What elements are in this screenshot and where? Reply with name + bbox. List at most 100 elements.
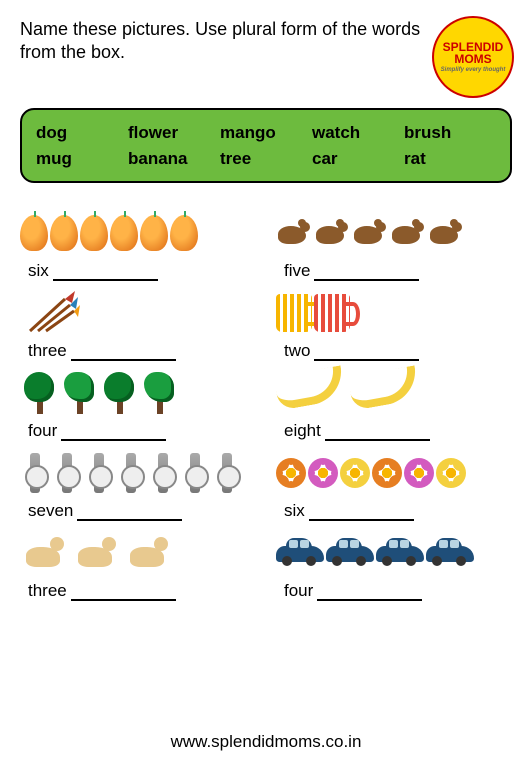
answer-line[interactable]: three xyxy=(20,581,256,601)
footer-url: www.splendidmoms.co.in xyxy=(0,732,532,752)
count-label: five xyxy=(284,261,310,280)
exercise-item: four xyxy=(276,529,512,601)
flower-icon xyxy=(308,458,338,488)
worksheet-grid: six five three two four eight seven six three fou… xyxy=(20,209,512,601)
mango-icon xyxy=(50,215,78,251)
brush-icon xyxy=(20,291,80,335)
picture-row xyxy=(276,529,512,577)
flower-icon xyxy=(372,458,402,488)
word: mug xyxy=(36,146,128,172)
count-label: six xyxy=(28,261,49,280)
watch-icon xyxy=(180,453,210,493)
mango-icon xyxy=(80,215,108,251)
count-label: three xyxy=(28,341,67,360)
count-label: seven xyxy=(28,501,73,520)
watch-icon xyxy=(148,453,178,493)
instructions-text: Name these pictures. Use plural form of … xyxy=(20,18,434,65)
word: watch xyxy=(312,120,404,146)
watch-icon xyxy=(116,453,146,493)
tree-icon xyxy=(60,372,98,414)
tree-icon xyxy=(20,372,58,414)
word-bank-box: dog flower mango watch brush mug banana … xyxy=(20,108,512,183)
picture-row xyxy=(276,209,512,257)
word-row-2: mug banana tree car rat xyxy=(36,146,496,172)
answer-blank[interactable] xyxy=(53,279,158,281)
mango-icon xyxy=(170,215,198,251)
exercise-item: four xyxy=(20,369,256,441)
exercise-item: six xyxy=(276,449,512,521)
rat-icon xyxy=(276,220,312,246)
rat-icon xyxy=(352,220,388,246)
word: tree xyxy=(220,146,312,172)
flower-icon xyxy=(276,458,306,488)
answer-line[interactable]: two xyxy=(276,341,512,361)
picture-row xyxy=(20,529,256,577)
answer-line[interactable]: four xyxy=(20,421,256,441)
picture-row xyxy=(276,369,512,417)
watch-icon xyxy=(52,453,82,493)
exercise-item: eight xyxy=(276,369,512,441)
word: banana xyxy=(128,146,220,172)
mango-icon xyxy=(110,215,138,251)
answer-blank[interactable] xyxy=(314,359,419,361)
answer-line[interactable]: five xyxy=(276,261,512,281)
logo-line2: MOMS xyxy=(454,53,491,65)
picture-row xyxy=(276,289,512,337)
logo-tagline: Simplify every thought xyxy=(441,67,506,73)
mug-icon xyxy=(314,294,350,332)
exercise-item: three xyxy=(20,289,256,361)
banana-icon xyxy=(350,375,422,411)
flower-icon xyxy=(436,458,466,488)
answer-line[interactable]: four xyxy=(276,581,512,601)
mug-icon xyxy=(276,294,312,332)
count-label: two xyxy=(284,341,310,360)
answer-line[interactable]: seven xyxy=(20,501,256,521)
word: flower xyxy=(128,120,220,146)
answer-blank[interactable] xyxy=(325,439,430,441)
answer-blank[interactable] xyxy=(71,599,176,601)
answer-line[interactable]: six xyxy=(20,261,256,281)
watch-icon xyxy=(212,453,242,493)
word-row-1: dog flower mango watch brush xyxy=(36,120,496,146)
picture-row xyxy=(20,209,256,257)
answer-blank[interactable] xyxy=(317,599,422,601)
tree-icon xyxy=(100,372,138,414)
count-label: four xyxy=(284,581,313,600)
answer-line[interactable]: three xyxy=(20,341,256,361)
flower-icon xyxy=(404,458,434,488)
answer-blank[interactable] xyxy=(314,279,419,281)
mango-icon xyxy=(20,215,48,251)
exercise-item: two xyxy=(276,289,512,361)
mango-icon xyxy=(140,215,168,251)
exercise-item: six xyxy=(20,209,256,281)
picture-row xyxy=(20,289,256,337)
watch-icon xyxy=(84,453,114,493)
dog-icon xyxy=(124,533,174,573)
answer-blank[interactable] xyxy=(77,519,182,521)
answer-blank[interactable] xyxy=(61,439,166,441)
count-label: six xyxy=(284,501,305,520)
word: rat xyxy=(404,146,496,172)
answer-line[interactable]: six xyxy=(276,501,512,521)
picture-row xyxy=(276,449,512,497)
picture-row xyxy=(20,369,256,417)
car-icon xyxy=(426,538,474,568)
count-label: three xyxy=(28,581,67,600)
word: car xyxy=(312,146,404,172)
exercise-item: five xyxy=(276,209,512,281)
dog-icon xyxy=(20,533,70,573)
picture-row xyxy=(20,449,256,497)
word: mango xyxy=(220,120,312,146)
car-icon xyxy=(276,538,324,568)
word: brush xyxy=(404,120,496,146)
answer-blank[interactable] xyxy=(71,359,176,361)
watch-icon xyxy=(20,453,50,493)
rat-icon xyxy=(390,220,426,246)
answer-blank[interactable] xyxy=(309,519,414,521)
banana-icon xyxy=(276,375,348,411)
rat-icon xyxy=(428,220,464,246)
tree-icon xyxy=(140,372,178,414)
answer-line[interactable]: eight xyxy=(276,421,512,441)
count-label: four xyxy=(28,421,57,440)
car-icon xyxy=(326,538,374,568)
